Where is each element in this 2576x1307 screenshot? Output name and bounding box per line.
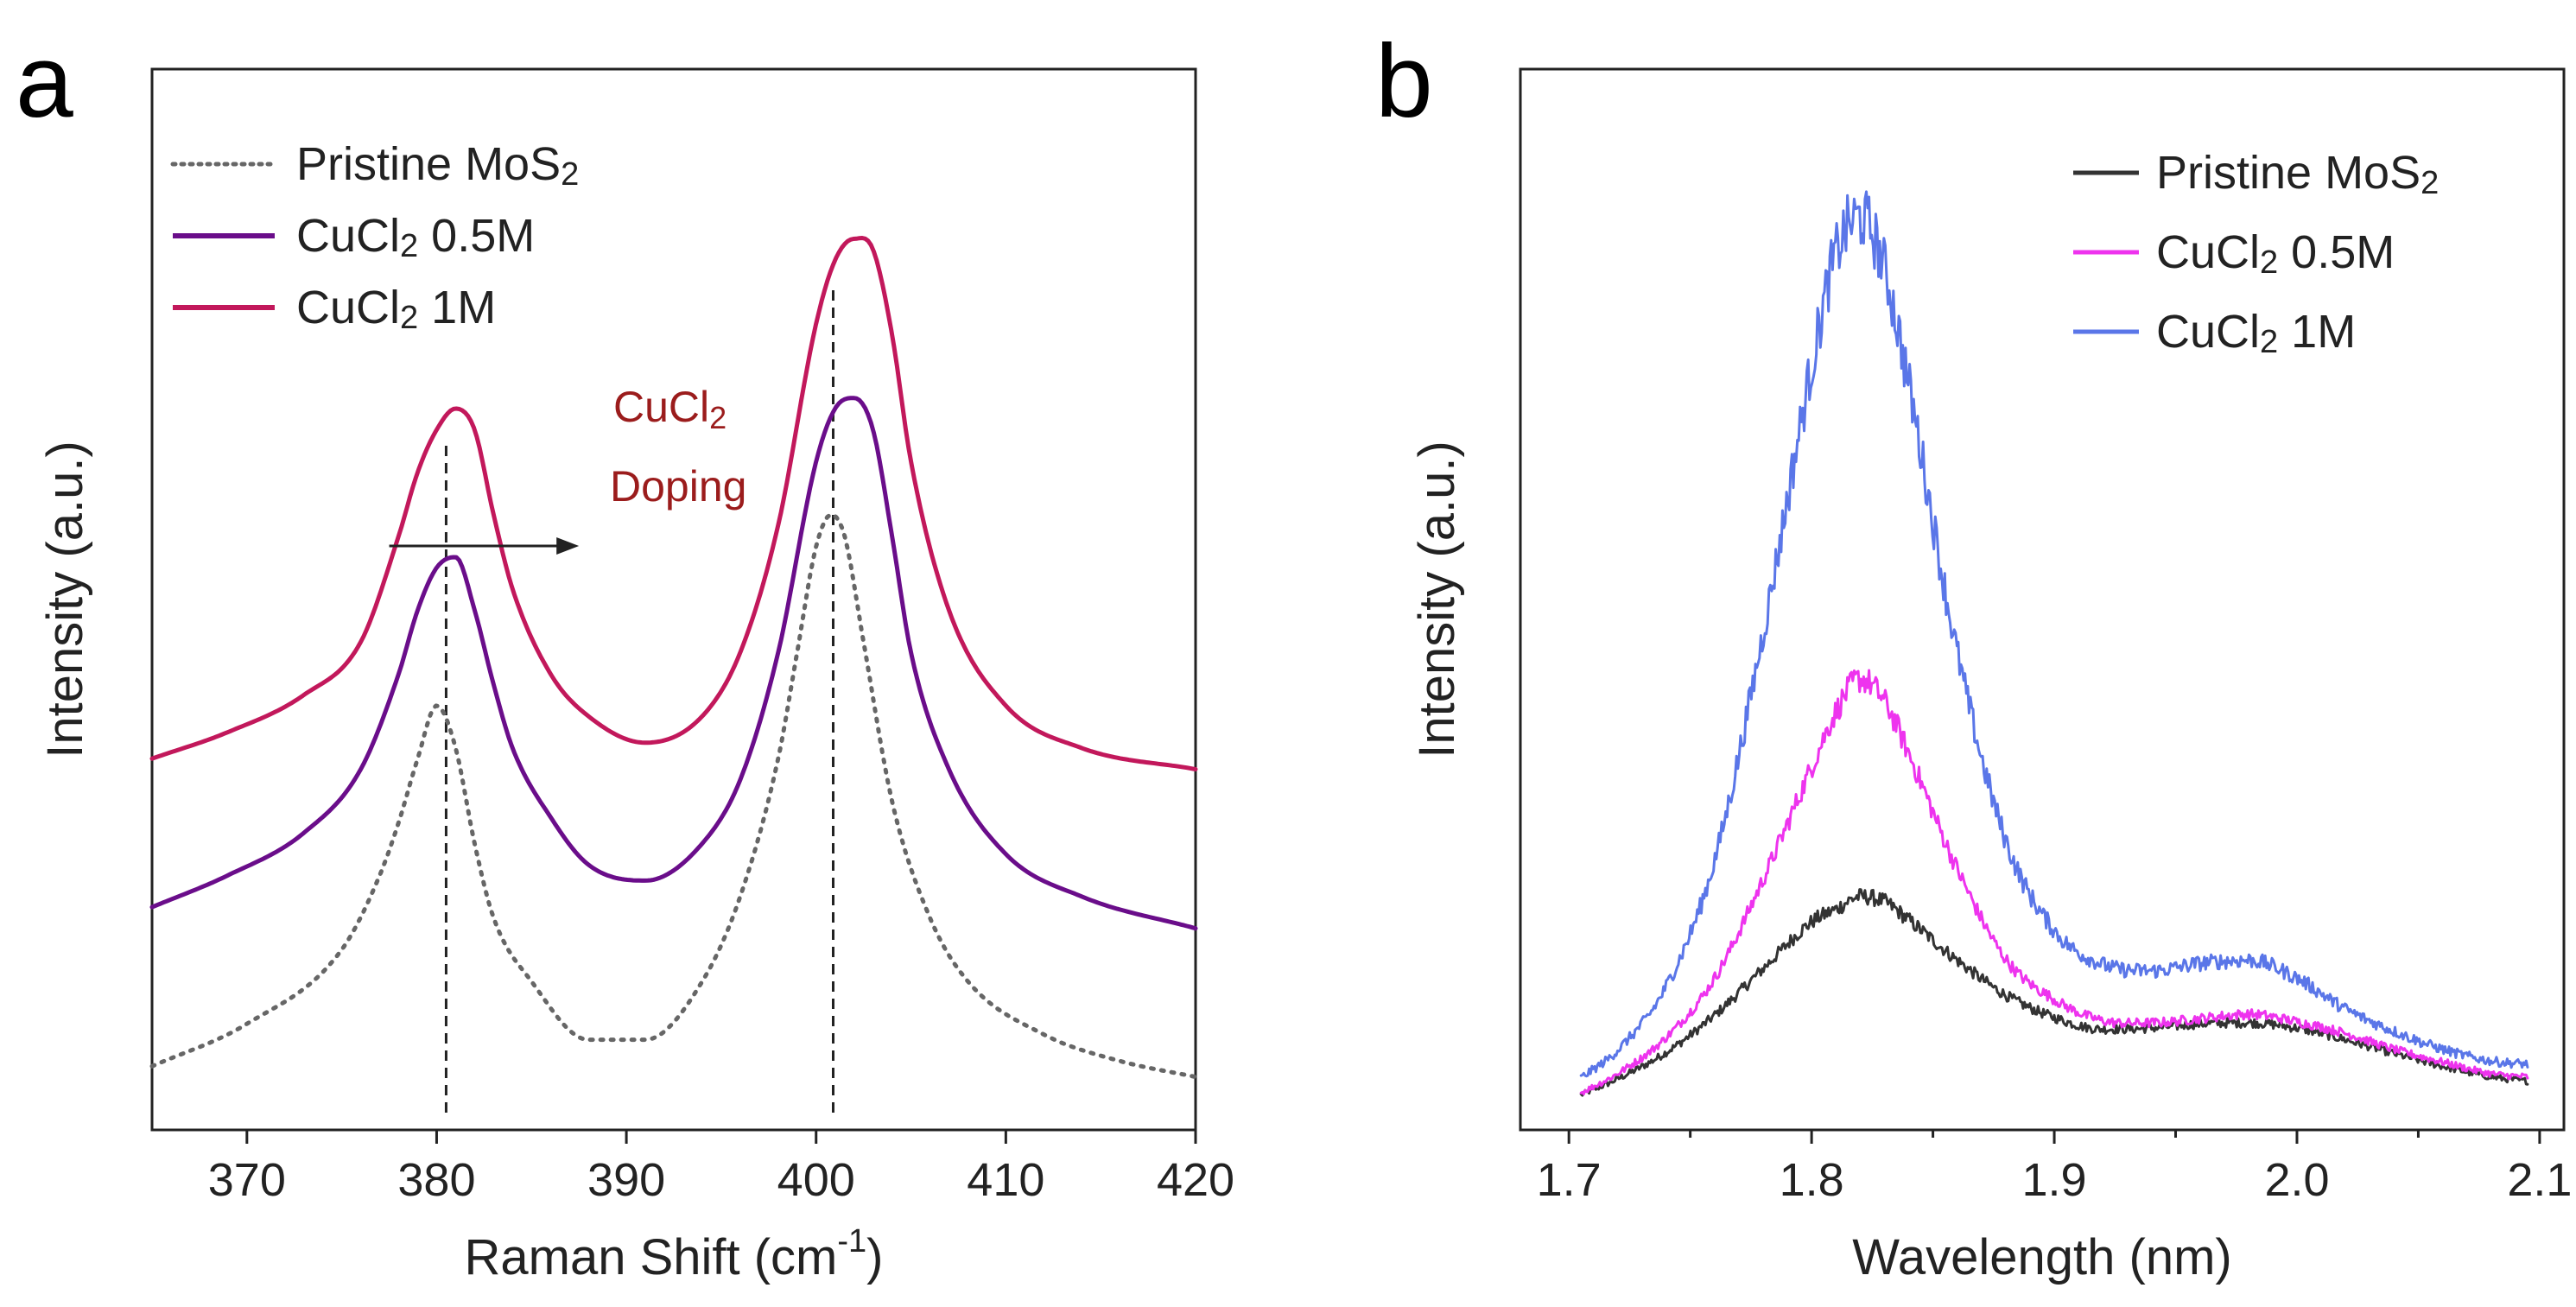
legend-a-label-05m: CuCl2 0.5M [296, 210, 535, 264]
legend-a-label-05m-sub: 2 [400, 228, 418, 264]
legend-a-label-05m-suffix: 0.5M [418, 210, 535, 262]
doping-arrowhead [556, 537, 580, 555]
x-axis-title-b: Wavelength (nm) [1852, 1229, 2231, 1285]
legend-b: Pristine MoS2 CuCl2 0.5M CuCl2 1M [2073, 147, 2439, 360]
doping-annotation-line1-sub: 2 [709, 400, 726, 435]
legend-a: Pristine MoS2 CuCl2 0.5M CuCl2 1M [170, 138, 579, 336]
x-tick-label-b-4: 2.1 [2507, 1154, 2572, 1206]
x-tick-label-b-0: 1.7 [1537, 1154, 1602, 1206]
x-axis-title-a-sup: -1 [837, 1223, 866, 1259]
doping-annotation-line1: CuCl2 [613, 383, 726, 435]
legend-a-label-1m-suffix: 1M [418, 282, 496, 333]
series-line-a-0 [149, 512, 1198, 1080]
legend-b-label-pristine-sub: 2 [2421, 165, 2439, 201]
panel-b: 1.7 1.8 1.9 2.0 2.1 Intensity (a.u.) Wavelen… [1409, 67, 2572, 1285]
series-group-b [1579, 190, 2529, 1097]
reference-lines-a [444, 287, 834, 1113]
x-axis-title-a-main: Raman Shift (cm [464, 1229, 837, 1285]
legend-a-label-1m-sub: 2 [400, 300, 418, 336]
x-tick-label-b-1: 1.8 [1780, 1154, 1844, 1206]
legend-b-label-05m-name: CuCl [2156, 226, 2260, 278]
plot-area-b [1519, 67, 2566, 1132]
x-axis-title-a-close: ) [866, 1229, 883, 1285]
legend-b-label-05m-sub: 2 [2260, 244, 2278, 281]
panel-a: 370 380 390 400 410 420 Intensity (a.u.) Rama… [37, 67, 1234, 1285]
legend-b-label-pristine-name: Pristine MoS [2156, 147, 2421, 199]
legend-b-label-05m-suffix: 0.5M [2278, 226, 2395, 278]
panel-b-letter: b [1375, 23, 1433, 139]
doping-annotation: CuCl2 Doping [389, 383, 746, 555]
series-line-b-1 [1579, 669, 2529, 1095]
x-tick-label-a-2: 390 [587, 1154, 665, 1206]
legend-b-label-1m: CuCl2 1M [2156, 306, 2356, 360]
legend-b-label-1m-name: CuCl [2156, 306, 2260, 358]
series-line-a-2 [149, 236, 1198, 771]
series-line-a-1 [149, 396, 1198, 931]
legend-a-label-1m-name: CuCl [296, 282, 400, 333]
legend-a-label-1m: CuCl2 1M [296, 282, 496, 336]
y-axis-title-a: Intensity (a.u.) [37, 441, 93, 758]
x-tick-label-a-1: 380 [397, 1154, 475, 1206]
x-ticks-a: 370 380 390 400 410 420 [208, 1130, 1234, 1206]
doping-annotation-line2: Doping [610, 462, 746, 511]
y-axis-title-b: Intensity (a.u.) [1409, 441, 1465, 758]
x-tick-label-b-3: 2.0 [2264, 1154, 2329, 1206]
x-tick-label-a-5: 420 [1157, 1154, 1234, 1206]
x-tick-label-a-0: 370 [208, 1154, 286, 1206]
legend-b-label-pristine: Pristine MoS2 [2156, 147, 2439, 201]
x-tick-label-a-4: 410 [967, 1154, 1044, 1206]
legend-a-label-pristine: Pristine MoS2 [296, 138, 579, 193]
legend-b-label-1m-suffix: 1M [2278, 306, 2356, 358]
series-line-b-0 [1579, 888, 2529, 1097]
series-group-a [149, 236, 1198, 1080]
x-tick-label-b-2: 1.9 [2022, 1154, 2087, 1206]
x-axis-title-a: Raman Shift (cm-1) [464, 1223, 883, 1285]
legend-b-label-05m: CuCl2 0.5M [2156, 226, 2395, 281]
x-ticks-b: 1.7 1.8 1.9 2.0 2.1 [1537, 1130, 2572, 1206]
doping-annotation-line1-main: CuCl [613, 383, 709, 431]
legend-b-label-1m-sub: 2 [2260, 324, 2278, 360]
plot-area-a [150, 67, 1197, 1132]
series-line-b-2 [1579, 190, 2529, 1078]
legend-a-label-05m-name: CuCl [296, 210, 400, 262]
legend-a-label-pristine-sub: 2 [561, 156, 579, 193]
legend-a-label-pristine-name: Pristine MoS [296, 138, 561, 190]
x-tick-label-a-3: 400 [777, 1154, 855, 1206]
panel-a-letter: a [16, 23, 73, 139]
